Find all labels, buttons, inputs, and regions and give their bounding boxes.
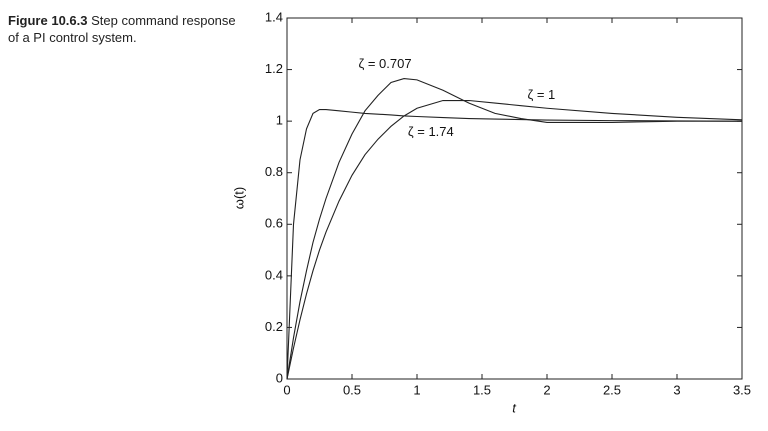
x-tick-label: 1 <box>413 382 420 397</box>
series-annotation: ζ = 1.74 <box>408 124 454 139</box>
x-tick-label: 0.5 <box>343 382 361 397</box>
x-tick-label: 0 <box>283 382 290 397</box>
plot-frame <box>286 17 743 380</box>
y-tick-label: 1 <box>276 113 283 128</box>
x-tick-label: 2 <box>543 382 550 397</box>
caption-text: Step command response of a PI control sy… <box>8 13 236 45</box>
line-series <box>286 108 743 380</box>
caption-label: Figure 10.6.3 <box>8 13 88 28</box>
y-tick-label: 0.4 <box>265 267 283 282</box>
y-tick-label: 0.2 <box>265 319 283 334</box>
y-tick-label: 0 <box>276 370 283 385</box>
series-annotation: ζ = 1 <box>528 87 556 102</box>
x-tick-label: 1.5 <box>473 382 491 397</box>
x-tick-label: 3 <box>673 382 680 397</box>
y-tick-label: 1.2 <box>265 61 283 76</box>
y-axis-label: ω(t) <box>231 187 246 209</box>
series-annotation: ζ = 0.707 <box>359 56 412 71</box>
line-series <box>286 78 742 380</box>
y-tick-label: 0.8 <box>265 164 283 179</box>
x-tick-label: 3.5 <box>733 382 751 397</box>
x-tick-label: 2.5 <box>603 382 621 397</box>
line-series <box>286 99 743 380</box>
y-tick-label: 0.6 <box>265 216 283 231</box>
x-axis-label: t <box>512 400 517 415</box>
figure-caption: Figure 10.6.3 Step command response of a… <box>8 12 238 46</box>
y-tick-label: 1.4 <box>265 9 283 24</box>
